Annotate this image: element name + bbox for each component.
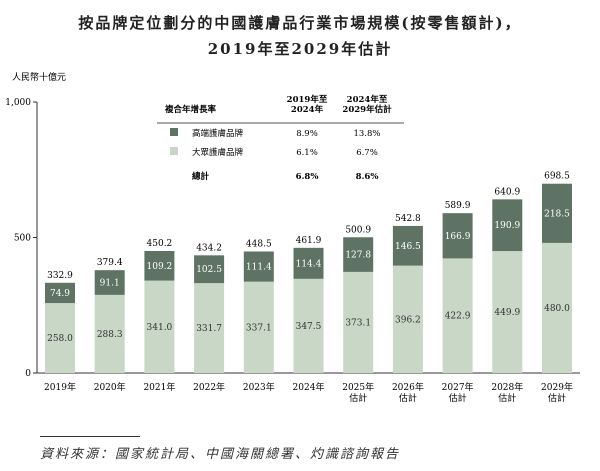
cagr-table-bg (155, 80, 405, 160)
x-tick-label: 估計 (449, 392, 467, 404)
cagr-value: 8.9% (296, 129, 318, 139)
legend-label: 大眾護膚品牌 (192, 147, 244, 158)
total-label: 500.9 (345, 225, 371, 235)
total-label: 379.4 (97, 258, 123, 268)
bar-segment (45, 282, 75, 304)
bar-segment (194, 255, 225, 284)
bar-segment (392, 225, 423, 266)
bar-segment (392, 265, 423, 373)
x-tick-label: 2019年 (44, 381, 76, 393)
legend-label: 總計 (192, 171, 210, 182)
bar-segment (492, 251, 523, 373)
data-label: 337.1 (246, 323, 272, 333)
x-tick-label: 2027年 (442, 381, 474, 393)
y-tick-label: 1,000 (5, 98, 31, 108)
legend-swatch (170, 128, 178, 136)
x-tick-label: 估計 (399, 392, 417, 404)
total-label: 450.2 (147, 239, 173, 249)
cagr-value: 6.1% (296, 148, 318, 158)
bar-segment (144, 250, 175, 281)
x-tick-label: 2028年 (491, 381, 523, 393)
data-label: 146.5 (395, 242, 421, 252)
bar-segment (144, 280, 175, 373)
x-tick-label: 2023年 (243, 381, 275, 393)
data-label: 218.5 (544, 209, 570, 219)
data-label: 114.4 (296, 259, 322, 269)
bar-segment (94, 270, 125, 295)
data-label: 102.5 (196, 265, 222, 275)
data-label: 127.8 (345, 251, 371, 261)
bar-segment (293, 247, 324, 279)
total-label: 434.2 (196, 243, 222, 253)
x-tick-label: 2024年 (293, 381, 325, 393)
data-label: 341.0 (147, 323, 173, 333)
x-tick-label: 2029年 (541, 381, 573, 393)
total-label: 332.9 (47, 271, 73, 281)
total-label: 698.5 (544, 172, 570, 182)
bar-segment (343, 271, 374, 373)
cagr-value: 6.8% (296, 172, 319, 182)
chart-subtitle: 2019年至2029年估計 (207, 40, 393, 58)
total-label: 589.9 (445, 201, 471, 211)
data-label: 449.9 (494, 308, 520, 318)
data-label: 166.9 (445, 232, 471, 242)
x-tick-label: 2022年 (193, 381, 225, 393)
data-label: 288.3 (97, 330, 123, 340)
data-label: 331.7 (196, 324, 222, 334)
chart-title: 按品牌定位劃分的中國護膚品行業市場規模(按零售額計)， (78, 14, 522, 32)
data-label: 480.0 (544, 304, 570, 314)
bar-segment (442, 258, 473, 373)
cagr-col-header: 2029年估計 (342, 104, 392, 115)
bar-segment (94, 294, 125, 373)
y-axis-label: 人民幣十億元 (12, 71, 66, 83)
cagr-col-header: 2024年至 (347, 94, 388, 105)
cagr-header: 複合年增長率 (164, 104, 217, 115)
bar-segment (194, 283, 225, 373)
x-tick-label: 估計 (498, 392, 516, 404)
data-label: 74.9 (50, 289, 70, 299)
x-tick-label: 2025年 (342, 381, 374, 393)
legend-swatch (170, 147, 178, 155)
bar-segment (442, 213, 473, 259)
bar-segment (492, 199, 523, 252)
cagr-value: 13.8% (353, 129, 380, 139)
data-label: 91.1 (100, 279, 120, 289)
cagr-col-header: 2024年 (291, 104, 324, 115)
source-note: 資料來源：國家統計局、中國海關總署、灼識諮詢報告 (40, 447, 401, 462)
y-tick-label: 0 (25, 369, 31, 379)
cagr-col-header: 2019年至 (287, 94, 328, 105)
bar-segment (293, 278, 324, 373)
cagr-value: 6.7% (356, 148, 378, 158)
data-label: 109.2 (147, 262, 173, 272)
total-label: 461.9 (296, 236, 322, 246)
bar-segment (343, 237, 374, 272)
x-tick-label: 2021年 (143, 381, 175, 393)
data-label: 422.9 (445, 312, 471, 322)
x-tick-label: 2026年 (392, 381, 424, 393)
data-label: 111.4 (246, 263, 272, 273)
y-tick-label: 500 (14, 234, 31, 244)
data-label: 373.1 (345, 318, 371, 328)
bar-segment (243, 281, 274, 373)
cagr-value: 8.6% (356, 172, 379, 182)
data-label: 190.9 (494, 221, 520, 231)
source-divider (40, 436, 140, 437)
x-tick-label: 估計 (548, 392, 566, 404)
legend-label: 高端護膚品牌 (192, 128, 244, 139)
bar-segment (542, 183, 572, 243)
total-label: 448.5 (246, 239, 272, 249)
total-label: 542.8 (395, 214, 421, 224)
total-label: 640.9 (494, 187, 520, 197)
data-label: 396.2 (395, 315, 421, 325)
x-tick-label: 估計 (349, 392, 367, 404)
bar-segment (542, 242, 572, 373)
bar-segment (45, 303, 75, 373)
data-label: 258.0 (47, 334, 73, 344)
data-label: 347.5 (296, 322, 322, 332)
x-tick-label: 2020年 (94, 381, 126, 393)
bar-segment (243, 251, 274, 282)
